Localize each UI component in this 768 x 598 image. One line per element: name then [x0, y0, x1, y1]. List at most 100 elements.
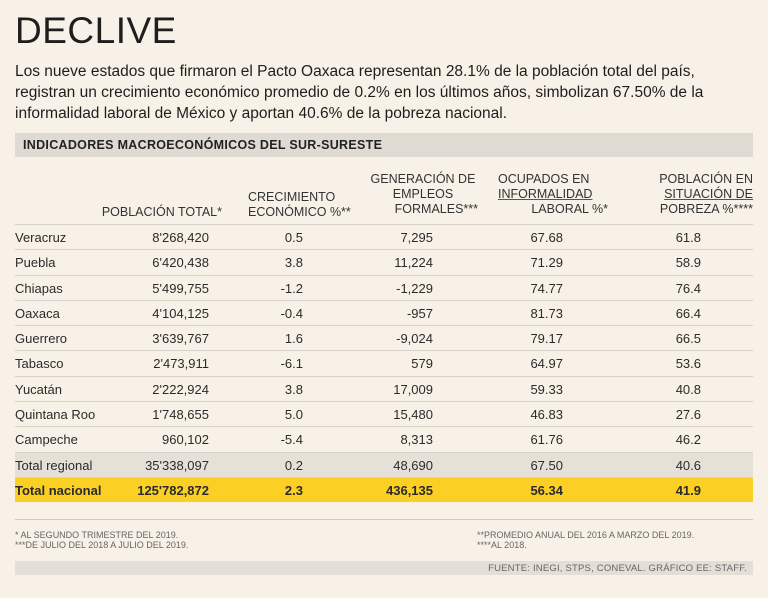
cell-empleos: 7,295 — [400, 230, 433, 245]
cell-crecimiento: 3.8 — [284, 255, 303, 271]
header-empleos-line2: EMPLEOS — [392, 187, 454, 201]
cell-poblacion: 2'473,911 — [153, 356, 209, 372]
footnote-right: **PROMEDIO ANUAL DEL 2016 A MARZO DEL 20… — [477, 530, 694, 550]
cell-crecimiento: 2.3 — [284, 482, 303, 498]
cell-informalidad: 74.77 — [530, 280, 563, 296]
cell-empleos: 48,690 — [393, 457, 433, 473]
cell-empleos: 17,009 — [393, 381, 433, 397]
source-bar: FUENTE: INEGI, STPS, CONEVAL. GRÁFICO EE… — [15, 561, 753, 575]
cell-informalidad: 81.73 — [530, 305, 563, 321]
cell-empleos: 579 — [411, 356, 433, 372]
footnote-4: ****AL 2018. — [477, 540, 527, 550]
lead-paragraph: Los nueve estados que firmaron el Pacto … — [15, 63, 704, 122]
cell-pobreza: 46.2 — [675, 432, 701, 448]
header-pobreza-line1: POBLACIÓN EN — [659, 172, 753, 186]
cell-name: Campeche — [15, 432, 78, 448]
section-bar: INDICADORES MACROECONÓMICOS DEL SUR-SURE… — [15, 133, 753, 157]
cell-name: Veracruz — [15, 230, 67, 245]
table-row: Tabasco 2'473,911 -6.1 579 64.97 53.6 — [15, 351, 753, 377]
cell-pobreza: 76.4 — [675, 280, 701, 296]
cell-informalidad: 61.76 — [530, 432, 563, 448]
source-text: FUENTE: INEGI, STPS, CONEVAL. GRÁFICO EE… — [488, 563, 747, 574]
cell-informalidad: 59.33 — [530, 381, 563, 397]
cell-pobreza: 66.5 — [675, 331, 701, 347]
cell-name: Quintana Roo — [15, 407, 96, 423]
cell-empleos: 11,224 — [394, 255, 433, 271]
cell-crecimiento: -6.1 — [280, 356, 303, 372]
section-title: INDICADORES MACROECONÓMICOS DEL SUR-SURE… — [23, 138, 383, 152]
cell-informalidad: 79.17 — [530, 331, 563, 347]
cell-empleos: -9,024 — [396, 331, 433, 347]
table-row: Yucatán 2'222,924 3.8 17,009 59.33 40.8 — [15, 377, 753, 403]
header-pobreza-line2: SITUACIÓN DE — [664, 187, 753, 201]
cell-name: Guerrero — [15, 331, 68, 347]
cell-poblacion: 2'222,924 — [152, 381, 209, 397]
table-row: Veracruz 8'268,420 0.5 7,295 67.68 61.8 — [15, 225, 753, 251]
national-total-row: Total nacional 125'782,872 2.3 436,135 56.34… — [15, 477, 753, 503]
header-pobreza: POBLACIÓN EN SITUACIÓN DE POBREZA %**** — [633, 172, 753, 217]
cell-poblacion: 6'420,438 — [152, 255, 209, 271]
cell-pobreza: 40.6 — [675, 457, 701, 473]
cell-empleos: 15,480 — [393, 407, 433, 423]
footnote-2: **PROMEDIO ANUAL DEL 2016 A MARZO DEL 20… — [477, 530, 695, 540]
table-row: Oaxaca 4'104,125 -0.4 -957 81.73 66.4 — [15, 301, 753, 327]
cell-name: Tabasco — [15, 356, 64, 372]
cell-poblacion: 125'782,872 — [137, 482, 209, 498]
cell-empleos: 436,135 — [386, 482, 433, 498]
header-crecimiento: CRECIMIENTO ECONÓMICO %** — [248, 190, 351, 220]
header-empleos-line1: GENERACIÓN DE — [370, 172, 476, 186]
cell-crecimiento: 1.6 — [284, 331, 303, 347]
cell-informalidad: 71.29 — [530, 255, 563, 271]
cell-crecimiento: 0.5 — [284, 230, 303, 245]
header-pobreza-line3: POBREZA %**** — [659, 202, 753, 216]
cell-poblacion: 3'639,767 — [152, 331, 209, 347]
table-row: Puebla 6'420,438 3.8 11,224 71.29 58.9 — [15, 250, 753, 276]
cell-crecimiento: -1.2 — [280, 280, 303, 296]
table-row: Guerrero 3'639,767 1.6 -9,024 79.17 66.5 — [15, 326, 753, 352]
cell-name: Chiapas — [15, 280, 63, 296]
cell-poblacion: 1'748,655 — [152, 407, 209, 423]
table-row: Chiapas 5'499,755 -1.2 -1,229 74.77 76.4 — [15, 276, 753, 301]
cell-name: Total regional — [15, 457, 93, 473]
cell-crecimiento: 0.2 — [284, 457, 303, 473]
indicators-table: Veracruz 8'268,420 0.5 7,295 67.68 61.8 Puebla… — [15, 224, 753, 503]
cell-pobreza: 61.8 — [675, 230, 701, 245]
header-ocupados-line1: OCUPADOS EN — [498, 172, 590, 186]
footnote-1: * AL SEGUNDO TRIMESTRE DEL 2019. — [15, 530, 179, 540]
cell-informalidad: 67.68 — [530, 230, 563, 245]
header-ocupados-line3: LABORAL %* — [531, 202, 608, 216]
footnote-3: ***DE JULIO DEL 2018 A JULIO DEL 2019. — [15, 540, 189, 550]
cell-pobreza: 40.8 — [675, 381, 701, 397]
cell-name: Puebla — [15, 255, 56, 271]
header-poblacion-label: POBLACIÓN TOTAL* — [101, 205, 222, 219]
cell-pobreza: 53.6 — [675, 356, 701, 372]
header-crecimiento-line1: CRECIMIENTO — [248, 190, 336, 204]
cell-informalidad: 46.83 — [530, 407, 563, 423]
header-crecimiento-line2: ECONÓMICO %** — [248, 205, 351, 219]
table-row: Quintana Roo 1'748,655 5.0 15,480 46.83 27.6 — [15, 402, 753, 428]
cell-pobreza: 41.9 — [675, 482, 701, 498]
cell-pobreza: 66.4 — [675, 305, 701, 321]
cell-name: Total nacional — [15, 482, 102, 498]
cell-informalidad: 64.97 — [530, 356, 563, 372]
cell-name: Yucatán — [15, 381, 62, 397]
header-ocupados: OCUPADOS EN INFORMALIDAD LABORAL %* — [498, 172, 608, 217]
cell-poblacion: 5'499,755 — [152, 280, 209, 296]
cell-empleos: 8,313 — [400, 432, 433, 448]
cell-crecimiento: 3.8 — [284, 381, 303, 397]
cell-poblacion: 4'104,125 — [152, 305, 209, 321]
cell-informalidad: 67.50 — [530, 457, 563, 473]
cell-pobreza: 58.9 — [675, 255, 701, 271]
cell-name: Oaxaca — [15, 305, 60, 321]
cell-empleos: -957 — [406, 305, 433, 321]
cell-crecimiento: -5.4 — [280, 432, 303, 448]
footnote-left: * AL SEGUNDO TRIMESTRE DEL 2019. ***DE J… — [15, 530, 188, 550]
header-empleos-line3: FORMALES*** — [394, 202, 478, 216]
cell-crecimiento: 5.0 — [284, 407, 303, 423]
cell-informalidad: 56.34 — [530, 482, 563, 498]
cell-crecimiento: -0.4 — [280, 305, 303, 321]
header-empleos: GENERACIÓN DE EMPLEOS FORMALES*** — [368, 172, 478, 217]
cell-pobreza: 27.6 — [675, 407, 701, 423]
table-row: Campeche 960,102 -5.4 8,313 61.76 46.2 — [15, 427, 753, 453]
header-poblacion: POBLACIÓN TOTAL* — [102, 205, 222, 220]
